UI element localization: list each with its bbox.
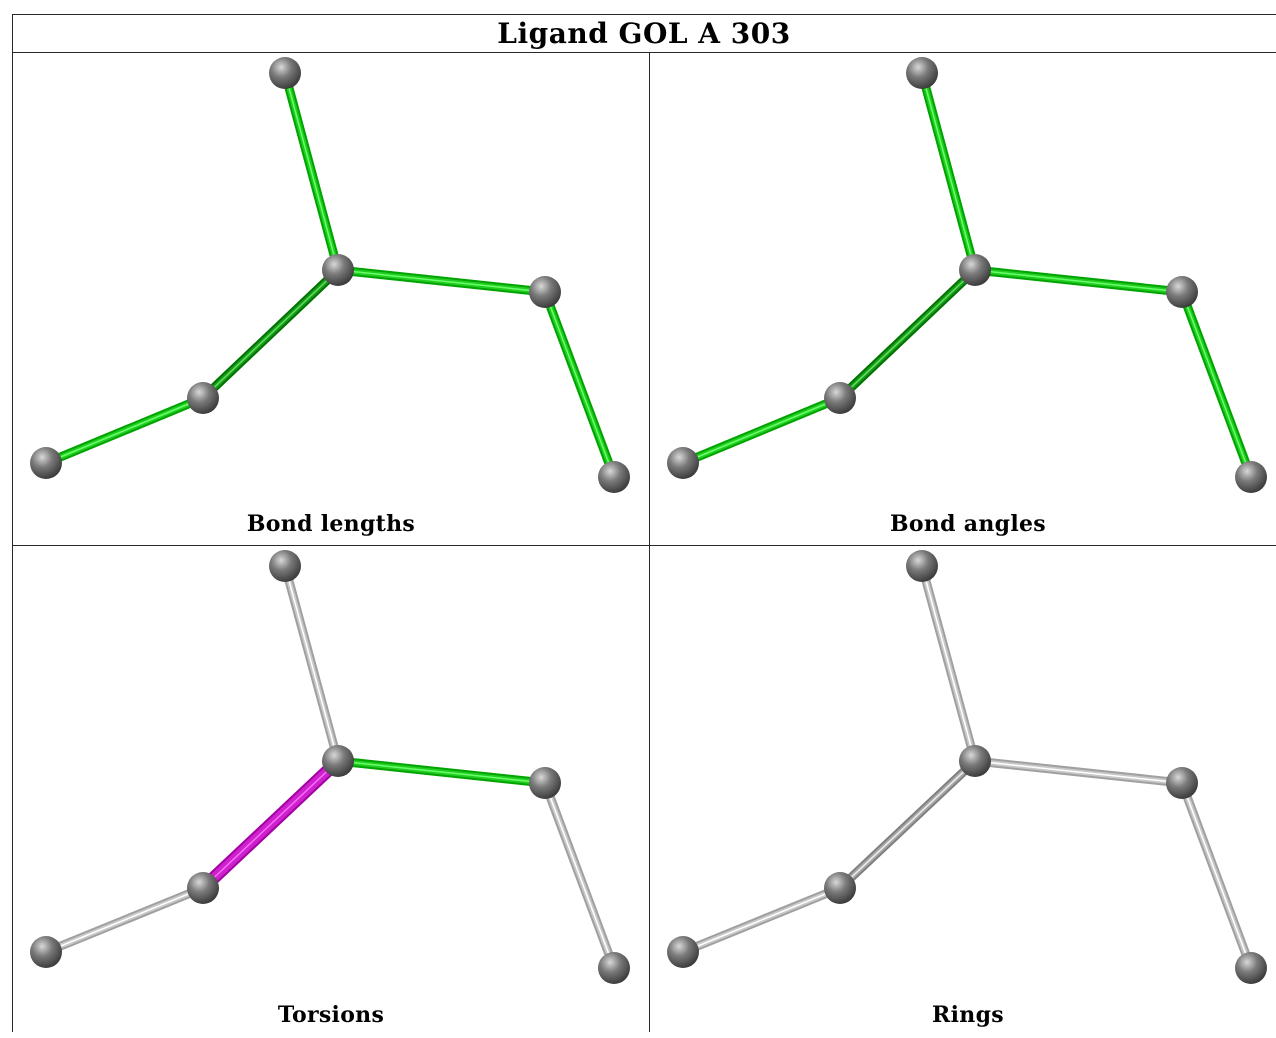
bond-shine: [284, 565, 339, 762]
panel-rings: Rings: [650, 546, 1276, 1038]
molecule-rings: [667, 550, 1267, 984]
atom: [30, 447, 62, 479]
title-divider: [12, 52, 1276, 53]
atom: [959, 254, 991, 286]
bond-shine: [1181, 782, 1252, 969]
bond-shine: [202, 760, 339, 889]
atom: [1166, 276, 1198, 308]
bond-shine: [1181, 291, 1252, 478]
molecule-bond-angles: [667, 57, 1267, 493]
atom: [906, 57, 938, 89]
atom: [959, 745, 991, 777]
row-divider: [12, 545, 1276, 546]
panel-bond-angles: Bond angles: [650, 53, 1276, 545]
panel-caption: Bond lengths: [246, 511, 416, 537]
bond-shine: [682, 397, 841, 464]
atom: [187, 382, 219, 414]
atom: [667, 447, 699, 479]
bond-shine: [337, 760, 546, 784]
molecule-torsions: [30, 550, 630, 984]
panel-caption: Bond angles: [890, 511, 1046, 537]
figure-frame: [12, 14, 1276, 1032]
bond-shine: [921, 565, 976, 762]
atom: [269, 57, 301, 89]
atom: [1235, 461, 1267, 493]
molecule-bond-lengths: [30, 57, 630, 493]
bond-shine: [839, 760, 976, 889]
panel-torsions: Torsions: [13, 546, 649, 1038]
bond-shine: [202, 269, 339, 399]
atom: [906, 550, 938, 582]
bond-shine: [45, 397, 204, 464]
bond-shine: [45, 887, 204, 953]
bond-shine: [921, 72, 976, 271]
atom: [269, 550, 301, 582]
bond-shine: [682, 887, 841, 953]
bond-shine: [544, 782, 615, 969]
atom: [1166, 767, 1198, 799]
atom: [1235, 952, 1267, 984]
bond-shine: [337, 269, 546, 293]
bond-shine: [284, 72, 339, 271]
atom: [30, 936, 62, 968]
panel-caption: Rings: [932, 1002, 1004, 1028]
atom: [322, 254, 354, 286]
atom: [529, 767, 561, 799]
atom: [598, 461, 630, 493]
column-divider: [649, 52, 650, 1032]
bond-shine: [544, 291, 615, 478]
atom: [322, 745, 354, 777]
atom: [187, 872, 219, 904]
atom: [667, 936, 699, 968]
panel-bond-lengths: Bond lengths: [13, 53, 649, 545]
figure-title: Ligand GOL A 303: [497, 16, 791, 50]
atom: [824, 382, 856, 414]
bond-shine: [974, 760, 1183, 784]
bond-shine: [974, 269, 1183, 293]
bond-shine: [839, 269, 976, 399]
atom: [598, 952, 630, 984]
panel-caption: Torsions: [277, 1002, 385, 1028]
atom: [529, 276, 561, 308]
atom: [824, 872, 856, 904]
